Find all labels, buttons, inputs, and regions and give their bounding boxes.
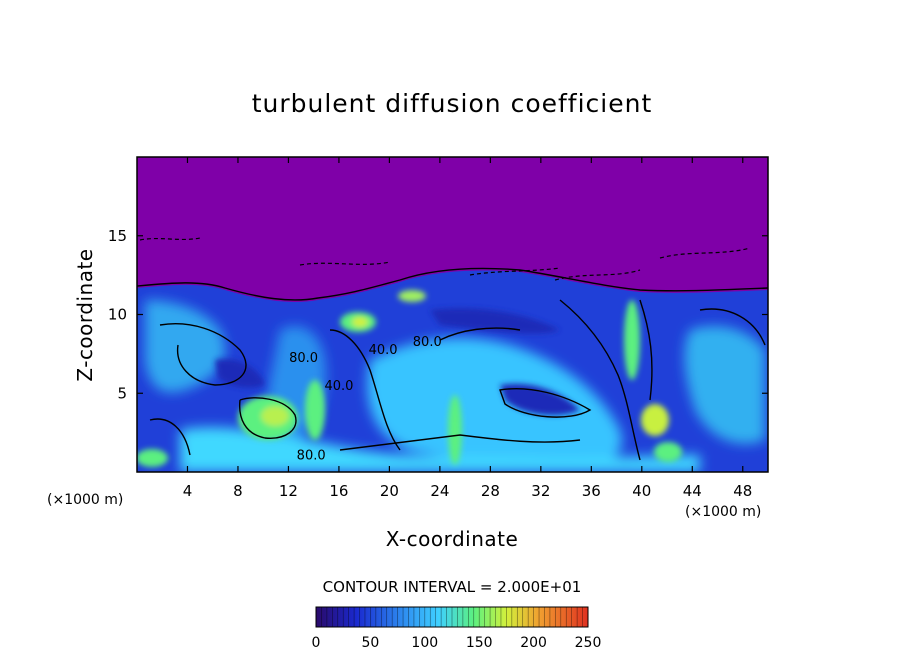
- colorbar-tick-label: 100: [411, 635, 438, 651]
- x-tick-label: 12: [279, 482, 298, 500]
- x-tick-label: 4: [183, 482, 193, 500]
- contour-label: 40.0: [369, 343, 398, 358]
- cyan-region-right: [684, 326, 765, 444]
- contour-label: 80.0: [289, 351, 318, 366]
- x-tick-label: 28: [481, 482, 500, 500]
- hotspot-column: [624, 300, 640, 380]
- colorbar-tick-label: 0: [312, 635, 321, 651]
- contour-label: 40.0: [324, 379, 353, 394]
- hotspot-upper-core: [352, 317, 368, 327]
- swirl-3: [430, 308, 560, 334]
- y-tick-label: 15: [108, 227, 127, 245]
- colorbar-tick-label: 200: [520, 635, 547, 651]
- cyan-band-bottom: [180, 427, 700, 472]
- colorbar-tick-label: 50: [361, 635, 379, 651]
- x-tick-label: 20: [380, 482, 399, 500]
- hotspot-column-left: [305, 380, 325, 440]
- x-tick-label: 40: [632, 482, 651, 500]
- contour-label: 80.0: [413, 335, 442, 350]
- x-tick-label: 16: [329, 482, 348, 500]
- x-axis-ticks: 4 8 12 16 20 24 28 32 36 40 44 48: [183, 157, 752, 500]
- x-tick-label: 8: [233, 482, 243, 500]
- colorbar-frame: [315, 606, 589, 628]
- hotspot-bottom-right-2: [654, 442, 682, 462]
- colorbar: 0 50 100 150 200 250: [312, 606, 602, 651]
- hotspot-column-mid: [448, 395, 462, 465]
- y-tick-label: 10: [108, 306, 127, 324]
- chart-title: turbulent diffusion coefficient: [252, 89, 653, 118]
- colorbar-tick-label: 150: [466, 635, 493, 651]
- heatmap-field: 80.0 40.0 40.0 80.0 80.0: [137, 157, 768, 472]
- y-axis-ticks: 5 10 15: [108, 227, 768, 402]
- cyan-region-center: [367, 337, 622, 467]
- hotspot-left-bottom: [137, 449, 168, 467]
- cyan-region-left: [145, 300, 226, 393]
- hotspot-vortex-core: [261, 406, 289, 426]
- x-tick-label: 24: [430, 482, 449, 500]
- swirl-2: [500, 383, 580, 416]
- x-tick-label: 32: [531, 482, 550, 500]
- y-axis-title: Z-coordinate: [73, 248, 97, 381]
- contour-label: 80.0: [297, 448, 326, 463]
- contour-interval-label: CONTOUR INTERVAL = 2.000E+01: [323, 578, 582, 596]
- x-tick-label: 44: [683, 482, 702, 500]
- x-axis-title: X-coordinate: [386, 527, 519, 551]
- y-tick-label: 5: [117, 384, 127, 402]
- contour-fragments: [139, 237, 751, 281]
- colorbar-tick-label: 250: [575, 635, 602, 651]
- x-tick-label: 36: [582, 482, 601, 500]
- contour-lines: [137, 267, 768, 461]
- colorbar-ticks: 0 50 100 150 200 250: [312, 635, 602, 651]
- x-unit-left: (×1000 m): [47, 492, 123, 508]
- x-tick-label: 48: [733, 482, 752, 500]
- swirl-1: [215, 359, 265, 388]
- x-unit-right: (×1000 m): [685, 504, 761, 520]
- colorbar-stripes: [321, 607, 583, 627]
- hotspot-bottom-right: [641, 404, 669, 436]
- hotspot-ridge: [398, 290, 426, 302]
